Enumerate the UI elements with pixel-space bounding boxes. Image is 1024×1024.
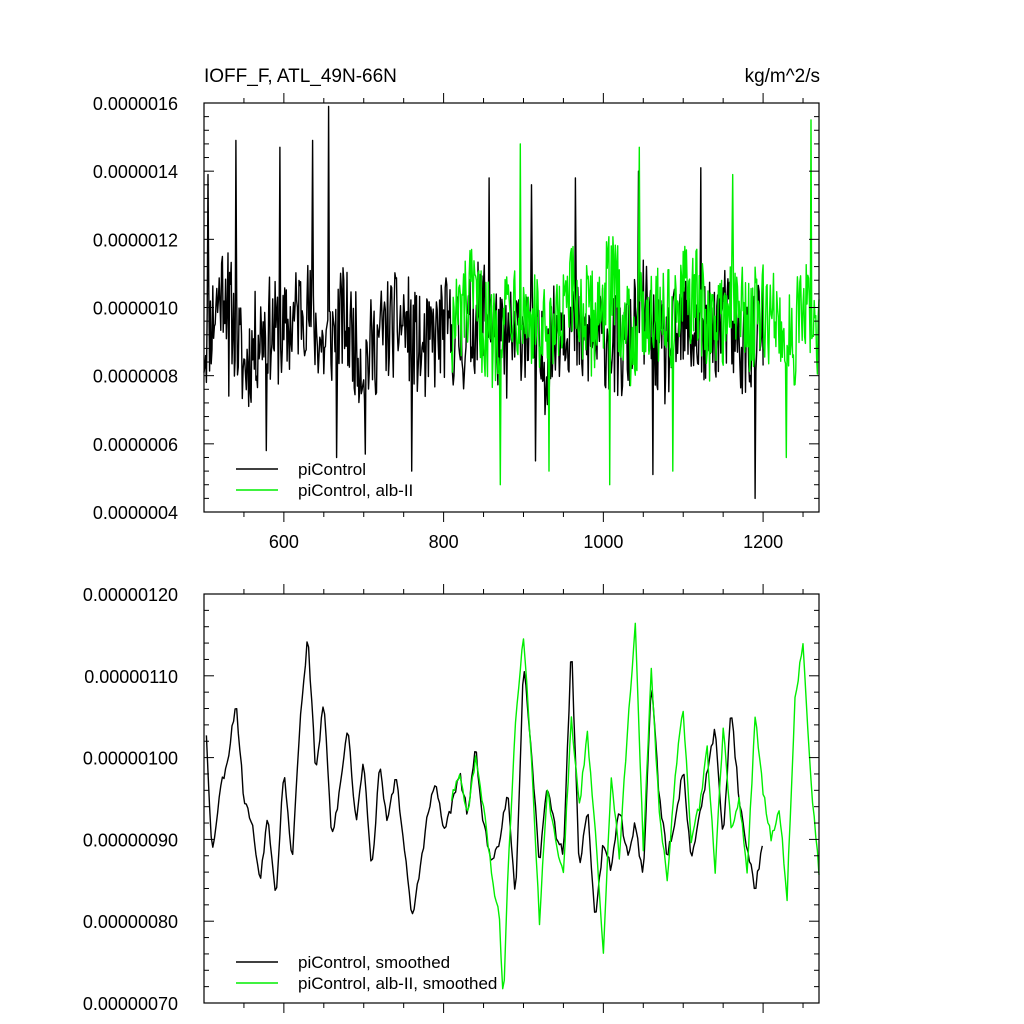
top-axis-ticks: 0.0000004 0.0000006 0.0000008 0.0000010 0.00… xyxy=(93,93,819,552)
bottom-legend: piControl, smoothed piControl, alb-II, s… xyxy=(236,953,497,993)
series-line-picontrol-alb-ii xyxy=(450,119,820,486)
y-tick-label: 0.00000070 xyxy=(83,994,178,1014)
legend-label-smoothed: piControl, smoothed xyxy=(298,953,450,972)
bottom-plot-frame xyxy=(203,593,820,1004)
y-tick-label: 0.0000006 xyxy=(93,435,178,455)
legend-label-alb-ii-smoothed: piControl, alb-II, smoothed xyxy=(298,974,497,993)
y-tick-label: 0.0000008 xyxy=(93,367,178,387)
y-tick-label: 0.00000120 xyxy=(83,585,178,605)
top-panel: IOFF_F, ATL_49N-66N kg/m^2/s 0.00000040.… xyxy=(93,66,820,552)
y-tick-label: 0.00000090 xyxy=(83,830,178,850)
y-tick-label: 0.00000100 xyxy=(83,749,178,769)
chart-title: IOFF_F, ATL_49N-66N xyxy=(204,66,397,87)
units-label: kg/m^2/s xyxy=(745,66,820,87)
legend-label-alb-ii: piControl, alb-II xyxy=(298,481,413,500)
series-line-picontrol-alb-ii-smoothed xyxy=(450,622,820,990)
series-line-picontrol xyxy=(203,105,764,500)
y-tick-label: 0.00000110 xyxy=(84,667,178,687)
y-tick-label: 0.0000014 xyxy=(93,162,178,182)
x-tick-label: 1000 xyxy=(583,532,623,552)
y-tick-label: 0.0000016 xyxy=(93,94,178,114)
y-tick-label: 0.00000080 xyxy=(83,912,178,932)
x-tick-label: 1200 xyxy=(743,532,783,552)
legend-label-picontrol: piControl xyxy=(298,460,366,479)
bottom-plot-lines xyxy=(205,622,820,990)
top-legend: piControl piControl, alb-II xyxy=(236,460,413,500)
bottom-axis-ticks: 0.00000070 0.00000080 0.00000090 0.00000100… xyxy=(83,584,819,1014)
x-tick-label: 600 xyxy=(269,532,299,552)
y-tick-label: 0.0000004 xyxy=(93,503,178,523)
x-tick-label: 800 xyxy=(429,532,459,552)
series-line-picontrol-smoothed xyxy=(205,641,763,915)
top-plot-lines xyxy=(203,105,820,500)
y-tick-label: 0.0000010 xyxy=(93,299,178,319)
y-tick-label: 0.0000012 xyxy=(93,230,178,250)
bottom-panel: 0.00000070 0.00000080 0.00000090 0.00000100… xyxy=(83,584,820,1014)
